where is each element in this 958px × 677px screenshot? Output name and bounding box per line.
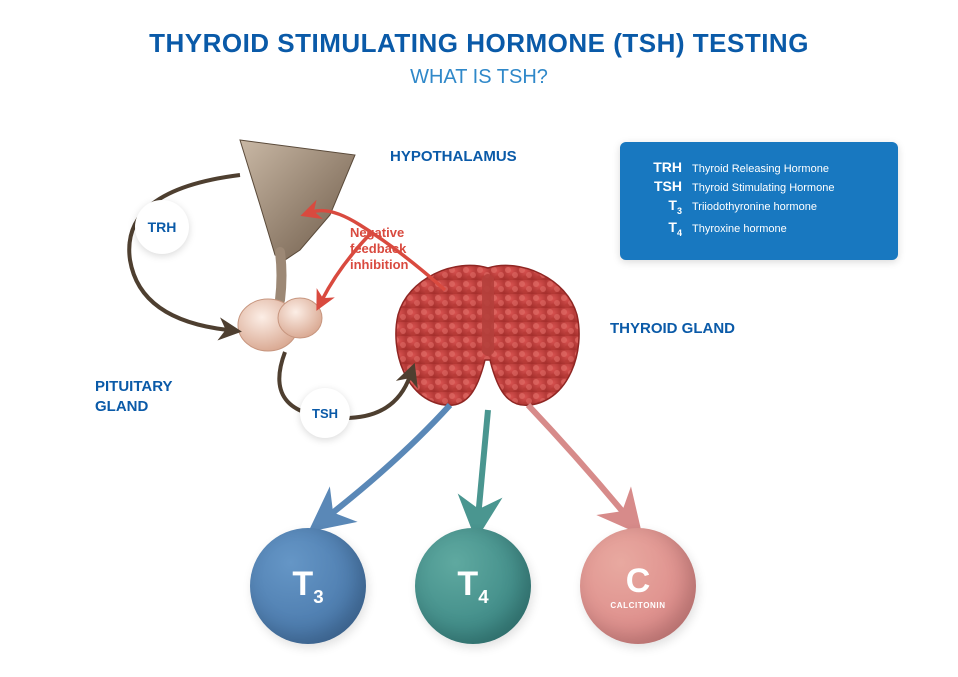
hormone-t4: T4 xyxy=(415,528,531,644)
label-pituitary-2: GLAND xyxy=(95,398,148,415)
label-pituitary-1: PITUITARY xyxy=(95,378,173,395)
legend-abbr: TSH xyxy=(638,178,682,194)
legend-abbr: T3 xyxy=(638,197,682,216)
thyroid-shape xyxy=(396,265,579,405)
hormone-c-caption: CALCITONIN xyxy=(610,601,665,610)
legend-row: T4 Thyroxine hormone xyxy=(638,219,880,238)
pituitary-shape xyxy=(238,298,322,351)
legend-box: TRH Thyroid Releasing Hormone TSH Thyroid S… xyxy=(620,142,898,260)
page-title: THYROID STIMULATING HORMONE (TSH) TESTIN… xyxy=(0,28,958,59)
hormone-c-label: C xyxy=(626,562,651,601)
legend-def: Thyroid Releasing Hormone xyxy=(692,163,829,175)
hormone-t3: T3 xyxy=(250,528,366,644)
hormone-c: C CALCITONIN xyxy=(580,528,696,644)
legend-row: T3 Triiodothyronine hormone xyxy=(638,197,880,216)
badge-tsh: TSH xyxy=(300,388,350,438)
legend-abbr: T4 xyxy=(638,219,682,238)
arrow-trh xyxy=(129,175,240,330)
legend-def: Thyroxine hormone xyxy=(692,223,787,235)
legend-def: Thyroid Stimulating Hormone xyxy=(692,182,834,194)
hormone-t3-label: T3 xyxy=(292,565,323,608)
label-hypothalamus: HYPOTHALAMUS xyxy=(390,148,517,165)
label-feedback-3: inhibition xyxy=(350,257,408,273)
label-thyroid: THYROID GLAND xyxy=(610,320,735,337)
hormone-t4-label: T4 xyxy=(457,565,488,608)
arrow-to-t4 xyxy=(478,410,488,518)
label-feedback-2: feedback xyxy=(350,241,406,257)
legend-def: Triiodothyronine hormone xyxy=(692,201,817,213)
page-subtitle: WHAT IS TSH? xyxy=(0,66,958,89)
legend-row: TSH Thyroid Stimulating Hormone xyxy=(638,178,880,194)
legend-row: TRH Thyroid Releasing Hormone xyxy=(638,159,880,175)
label-feedback-1: Negative xyxy=(350,225,404,241)
arrow-to-c xyxy=(528,405,628,518)
badge-trh: TRH xyxy=(135,200,189,254)
legend-abbr: TRH xyxy=(638,159,682,175)
